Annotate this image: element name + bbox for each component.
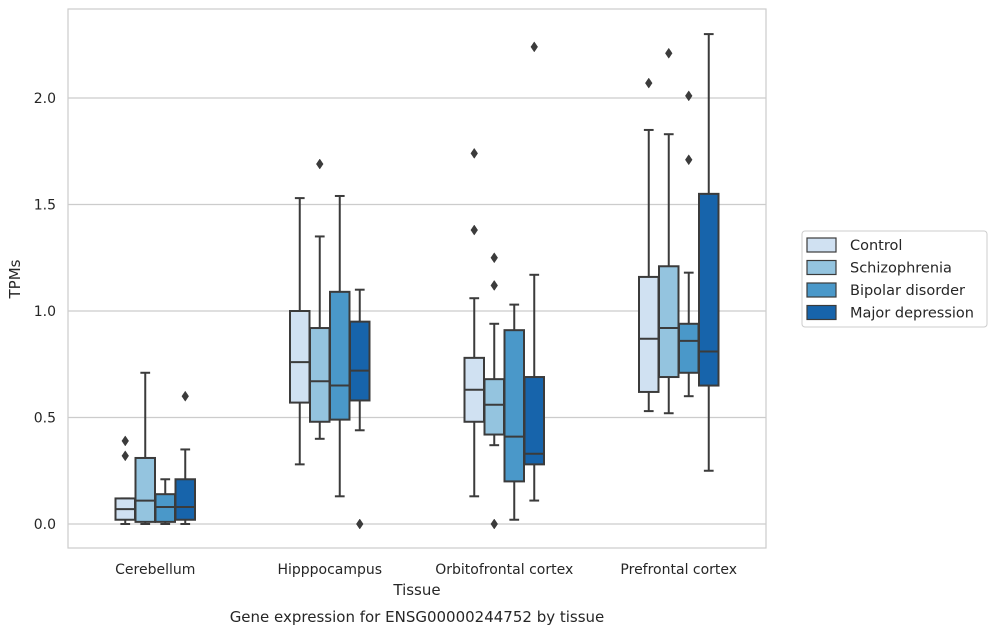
series-schizophrenia [134, 47, 680, 530]
box-series [114, 33, 720, 530]
y-tick-label: 1.5 [34, 198, 56, 214]
box-cerebellum-bipolar-disorder [154, 478, 176, 525]
legend-item-control: Control [806, 237, 902, 254]
x-tick-label: Cerebellum [115, 562, 195, 578]
outlier-point [685, 90, 693, 102]
outlier-point [665, 47, 673, 59]
outlier-point [121, 450, 129, 462]
iqr-box [678, 322, 700, 374]
figure-caption: Gene expression for ENSG00000244752 by t… [230, 608, 605, 626]
series-bipolar-disorder [154, 90, 700, 525]
y-axis-title: TPMs [6, 259, 24, 299]
outlier-point [490, 252, 498, 264]
box-hipppocampus-control [289, 197, 311, 466]
series-control [114, 77, 660, 525]
outlier-point [490, 518, 498, 530]
box-cerebellum-major-depression [174, 390, 196, 525]
legend-label: Major depression [850, 306, 974, 322]
iqr-box [698, 192, 720, 387]
x-axis-title: Tissue [392, 581, 440, 599]
legend-label: Schizophrenia [850, 261, 952, 277]
legend-frame [801, 230, 988, 328]
iqr-box [174, 478, 196, 521]
box-hipppocampus-schizophrenia [309, 158, 331, 440]
x-tick-label: Prefrontal cortex [620, 562, 737, 578]
legend-swatch [806, 304, 837, 321]
iqr-box [329, 290, 351, 421]
iqr-box [349, 320, 371, 402]
iqr-box [154, 493, 176, 523]
outlier-point [121, 435, 129, 447]
legend-swatch [806, 237, 837, 253]
box-prefrontal-cortex-schizophrenia [658, 47, 680, 415]
legend-item-schizophrenia: Schizophrenia [806, 259, 952, 277]
iqr-box [289, 310, 311, 404]
iqr-box [658, 265, 680, 379]
legend-swatch [806, 282, 837, 298]
box-hipppocampus-major-depression [349, 288, 371, 530]
plot-frame [67, 8, 767, 549]
box-prefrontal-cortex-bipolar-disorder [678, 90, 700, 398]
box-orbitofrontal-cortex-schizophrenia [483, 252, 505, 530]
iqr-box [523, 376, 545, 466]
series-major-depression [174, 33, 720, 530]
outlier-point [530, 41, 538, 53]
legend-label: Control [850, 238, 902, 254]
iqr-box [134, 456, 156, 523]
legend-item-bipolar-disorder: Bipolar disorder [806, 282, 965, 299]
outlier-point [645, 77, 653, 89]
y-tick-label: 0.0 [34, 517, 56, 533]
outlier-point [470, 147, 478, 159]
iqr-box [483, 378, 505, 436]
box-prefrontal-cortex-major-depression [698, 33, 720, 472]
box-prefrontal-cortex-control [638, 77, 660, 413]
y-tick-label: 0.5 [34, 411, 56, 427]
y-tick-labels: 0.0 0.5 1.0 1.5 2.0 [34, 91, 56, 533]
box-cerebellum-schizophrenia [134, 371, 156, 525]
legend-item-major-depression: Major depression [806, 304, 974, 322]
outlier-point [470, 224, 478, 236]
box-orbitofrontal-cortex-major-depression [523, 41, 545, 502]
box-cerebellum-control [114, 435, 136, 525]
outlier-point [181, 390, 189, 402]
box-orbitofrontal-cortex-control [463, 147, 485, 498]
x-tick-label: Hipppocampus [277, 562, 382, 578]
outlier-point [490, 279, 498, 291]
x-tick-labels: Cerebellum Hipppocampus Orbitofrontal cort… [115, 562, 737, 578]
y-tick-label: 1.0 [34, 304, 56, 320]
legend-swatch [806, 259, 837, 276]
legend-label: Bipolar disorder [850, 283, 965, 299]
legend: Control Schizophrenia Bipolar disorder Majo… [801, 230, 988, 328]
iqr-box [503, 329, 525, 483]
box-orbitofrontal-cortex-bipolar-disorder [503, 303, 525, 521]
y-tick-label: 2.0 [34, 91, 56, 107]
x-tick-label: Orbitofrontal cortex [435, 562, 573, 578]
outlier-point [316, 158, 324, 170]
box-hipppocampus-bipolar-disorder [329, 194, 351, 498]
outlier-point [356, 518, 364, 530]
iqr-box [638, 275, 660, 393]
outlier-point [685, 154, 693, 166]
iqr-box [309, 327, 331, 423]
